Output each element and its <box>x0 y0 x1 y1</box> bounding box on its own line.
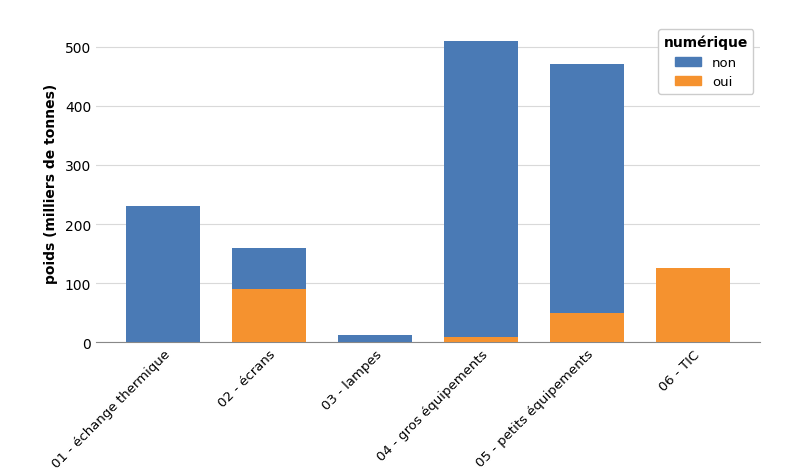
Bar <box>550 65 624 313</box>
Bar <box>656 269 730 343</box>
Bar <box>550 313 624 343</box>
Bar <box>338 336 412 343</box>
Bar <box>444 41 518 337</box>
Bar <box>232 248 306 289</box>
Bar <box>232 289 306 343</box>
Bar <box>126 207 200 343</box>
Y-axis label: poids (milliers de tonnes): poids (milliers de tonnes) <box>44 83 58 283</box>
Bar <box>444 337 518 343</box>
Legend: non, oui: non, oui <box>658 30 754 95</box>
